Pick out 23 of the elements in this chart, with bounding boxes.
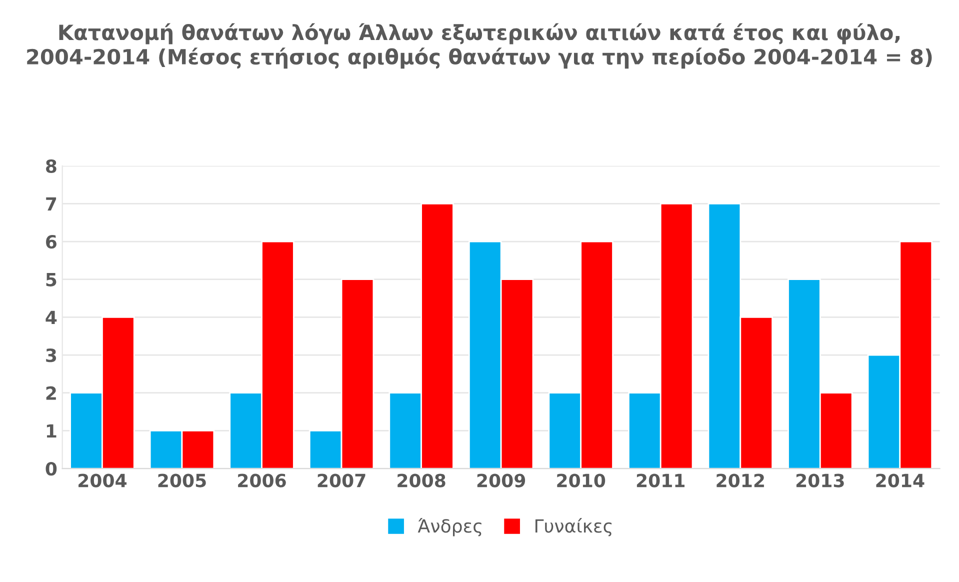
y-tick-label: 1 bbox=[46, 424, 56, 438]
y-tick-label: 5 bbox=[46, 273, 56, 286]
chart-title: Κατανομή θανάτων λόγω Άλλων εξωτερικών αιτιών κατά έτος και φύλο, 2004-2014 (Μέσος ετήσιος αριθμός θανάτων για την περίοδο 2004-2014 = 8) bbox=[27, 23, 932, 69]
x-tick-label: 2007 bbox=[318, 474, 366, 488]
x-tick-label: 2005 bbox=[158, 474, 206, 488]
y-tick-label: 6 bbox=[46, 235, 57, 249]
x-tick-label: 2010 bbox=[557, 474, 606, 488]
x-tick-label: 2013 bbox=[796, 474, 844, 488]
legend-label: Άνδρες bbox=[418, 518, 482, 536]
y-tick-label: 4 bbox=[46, 310, 57, 324]
y-tick-label: 0 bbox=[46, 462, 57, 476]
x-tick-label: 2008 bbox=[398, 474, 446, 488]
legend-label: Γυναίκες bbox=[535, 518, 612, 536]
y-tick-label: 3 bbox=[46, 348, 56, 362]
x-tick-label: 2011 bbox=[636, 474, 685, 488]
y-tick-label: 7 bbox=[46, 197, 56, 211]
x-tick-label: 2009 bbox=[477, 474, 526, 488]
x-tick-label: 2014 bbox=[876, 474, 924, 488]
x-tick-label: 2006 bbox=[238, 474, 286, 488]
x-tick-label: 2004 bbox=[78, 474, 127, 488]
y-tick-label: 8 bbox=[46, 159, 56, 173]
x-tick-label: 2012 bbox=[716, 474, 764, 488]
y-tick-label: 2 bbox=[46, 386, 56, 400]
